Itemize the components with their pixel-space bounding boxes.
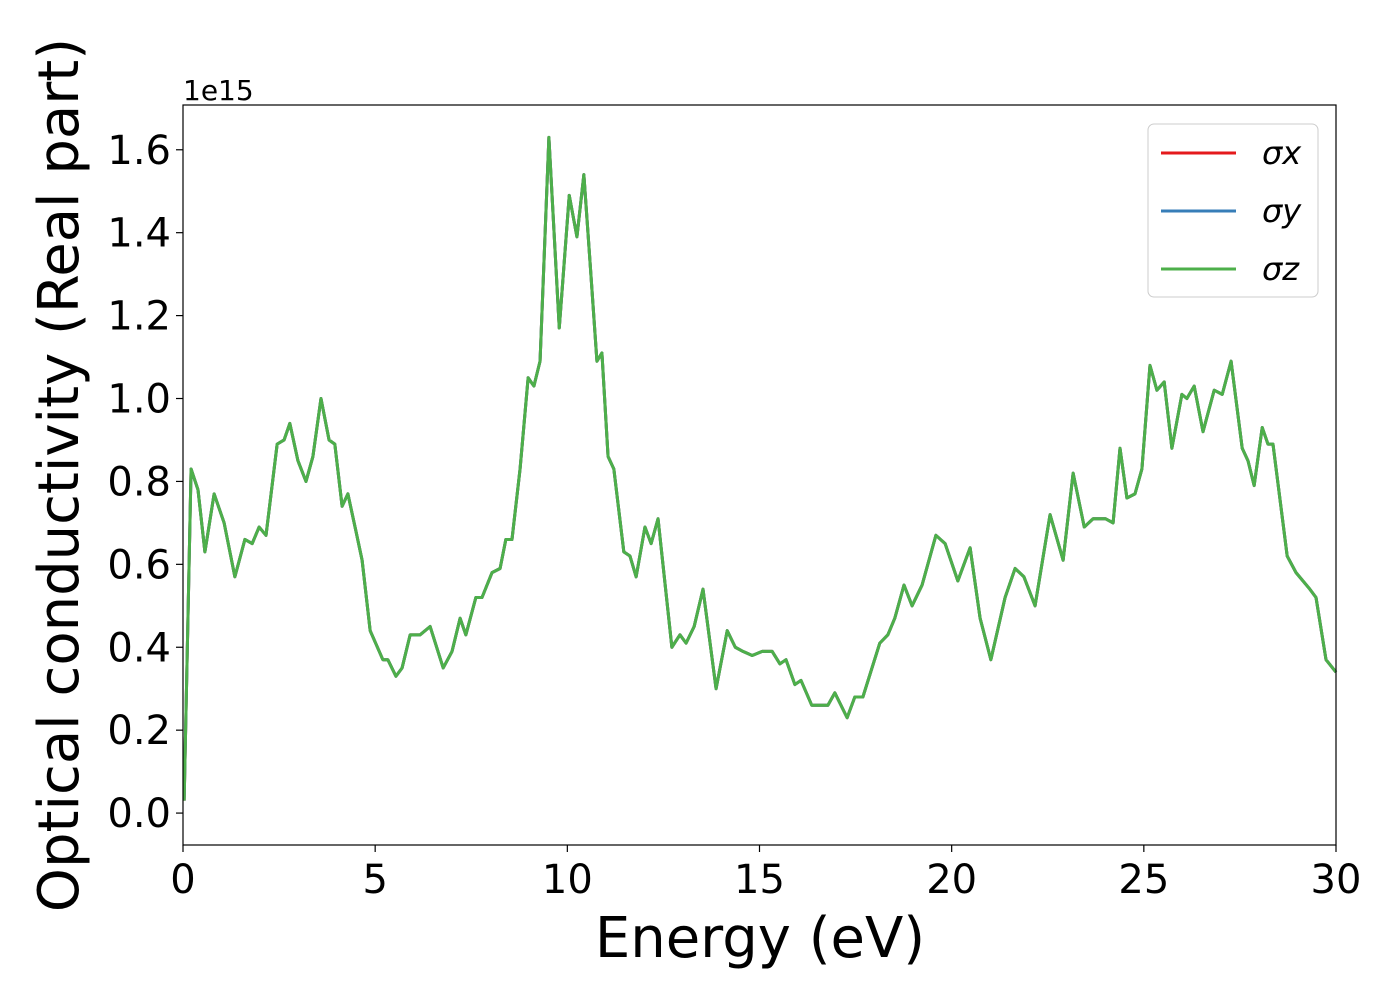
legend-label: σy [1262, 192, 1302, 230]
x-tick-label: 0 [170, 857, 195, 903]
series-line [182, 135, 1338, 801]
y-tick-label: 1.0 [107, 377, 171, 423]
y-tick-label: 0.4 [107, 625, 171, 671]
x-tick-label: 25 [1118, 857, 1169, 903]
y-tick-label: 0.6 [107, 542, 171, 588]
legend-label: σx [1262, 134, 1302, 172]
y-tick-label: 1.4 [107, 211, 171, 257]
x-tick-label: 30 [1311, 857, 1362, 903]
x-tick-label: 15 [734, 857, 785, 903]
x-tick-label: 20 [926, 857, 977, 903]
y-axis-label: Optical conductivity (Real part) [27, 38, 92, 912]
y-tick-label: 1.2 [107, 294, 171, 340]
y-tick-label: 0.8 [107, 459, 171, 505]
y-tick-label: 1.6 [107, 128, 171, 174]
y-tick-label: 0.2 [107, 708, 171, 754]
x-tick-label: 5 [362, 857, 387, 903]
x-axis-label: Energy (eV) [595, 906, 925, 971]
x-tick-label: 10 [542, 857, 593, 903]
legend: σx σy σz [1147, 123, 1319, 298]
y-offset-label: 1e15 [183, 74, 254, 107]
legend-label: σz [1262, 250, 1300, 288]
y-tick-label: 0.0 [107, 791, 171, 837]
plot-frame [182, 104, 1337, 846]
